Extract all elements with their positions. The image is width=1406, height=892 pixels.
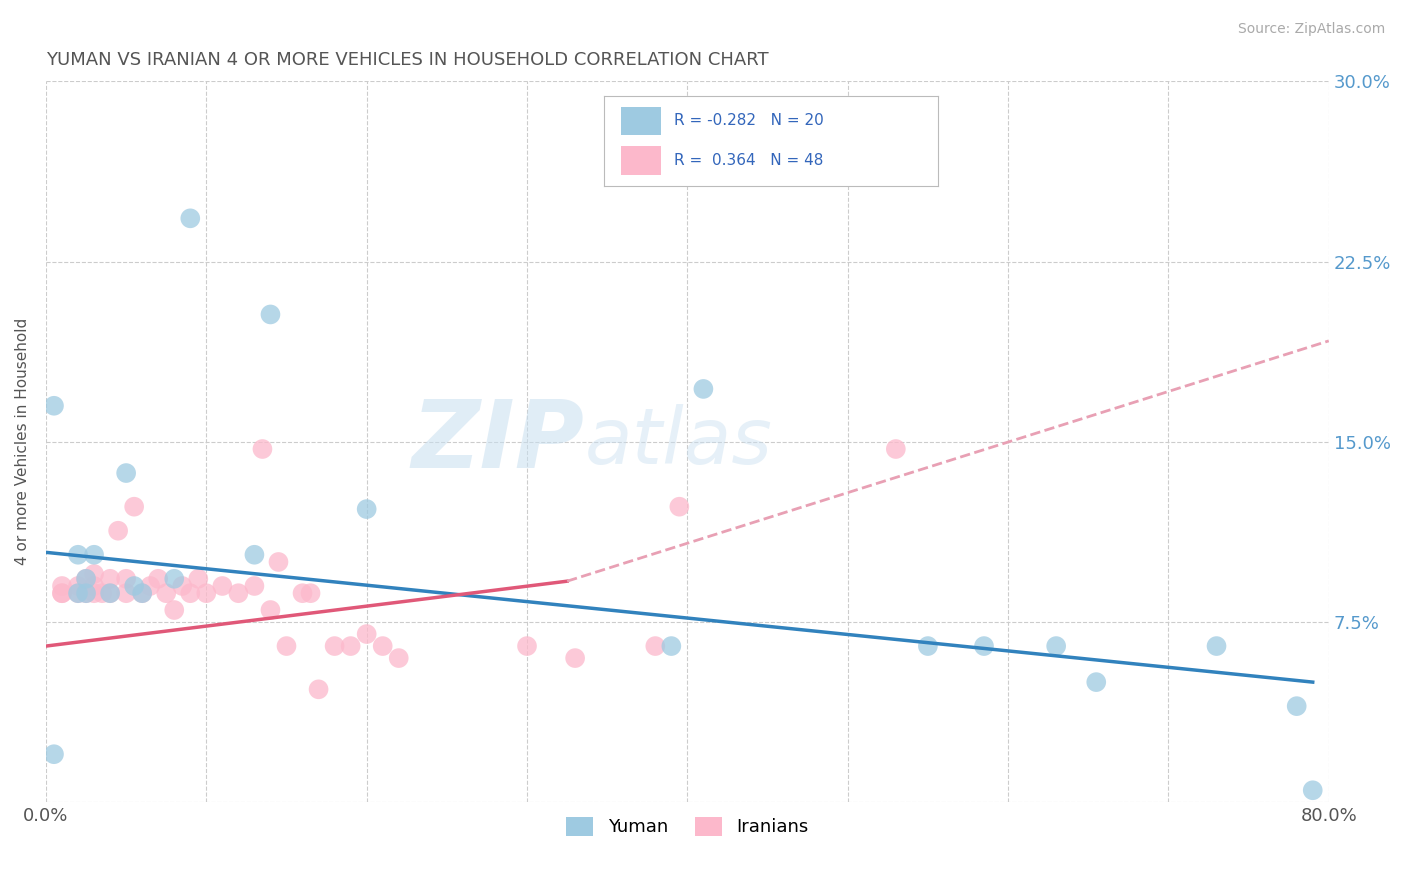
Point — [139, 579, 162, 593]
Point — [75, 586, 97, 600]
Point — [67, 548, 90, 562]
Point — [98, 572, 121, 586]
Point — [51, 586, 73, 600]
Point — [51, 586, 73, 600]
Point — [42, 747, 65, 762]
Point — [1285, 699, 1308, 714]
Point — [211, 579, 233, 593]
Point — [115, 466, 138, 480]
Point — [163, 603, 186, 617]
Text: atlas: atlas — [585, 404, 773, 480]
Point — [107, 524, 129, 538]
Point — [67, 579, 90, 593]
Point — [67, 586, 90, 600]
Point — [388, 651, 411, 665]
Point — [51, 579, 73, 593]
Point — [323, 639, 346, 653]
Point — [91, 586, 114, 600]
Point — [163, 572, 186, 586]
Point — [131, 586, 153, 600]
Point — [339, 639, 361, 653]
Point — [676, 139, 699, 153]
Point — [259, 603, 281, 617]
Point — [252, 442, 274, 456]
Point — [564, 651, 586, 665]
Text: Source: ZipAtlas.com: Source: ZipAtlas.com — [1237, 22, 1385, 37]
Y-axis label: 4 or more Vehicles in Household: 4 or more Vehicles in Household — [15, 318, 30, 566]
Point — [155, 586, 177, 600]
Point — [179, 586, 201, 600]
Point — [371, 639, 394, 653]
Point — [131, 586, 153, 600]
Point — [1045, 639, 1067, 653]
Point — [122, 579, 145, 593]
Point — [75, 572, 97, 586]
Point — [356, 502, 378, 516]
Point — [42, 399, 65, 413]
Legend: Yuman, Iranians: Yuman, Iranians — [558, 810, 815, 844]
Point — [1085, 675, 1108, 690]
Point — [917, 639, 939, 653]
Point — [187, 572, 209, 586]
Point — [83, 586, 105, 600]
Point — [83, 566, 105, 581]
Point — [172, 579, 194, 593]
Point — [115, 586, 138, 600]
Point — [148, 572, 170, 586]
Point — [98, 586, 121, 600]
Point — [659, 639, 682, 653]
Point — [228, 586, 250, 600]
Point — [179, 211, 201, 226]
Point — [299, 586, 322, 600]
Point — [67, 586, 90, 600]
Text: YUMAN VS IRANIAN 4 OR MORE VEHICLES IN HOUSEHOLD CORRELATION CHART: YUMAN VS IRANIAN 4 OR MORE VEHICLES IN H… — [46, 51, 769, 69]
Point — [75, 572, 97, 586]
Text: ZIP: ZIP — [412, 396, 585, 488]
Point — [98, 586, 121, 600]
Point — [122, 500, 145, 514]
Point — [259, 308, 281, 322]
Point — [356, 627, 378, 641]
Point — [668, 500, 690, 514]
Point — [267, 555, 290, 569]
Point — [195, 586, 218, 600]
Point — [291, 586, 314, 600]
Point — [276, 639, 298, 653]
Point — [308, 682, 330, 697]
Point — [75, 586, 97, 600]
Point — [516, 639, 538, 653]
Point — [243, 548, 266, 562]
Point — [243, 579, 266, 593]
Point — [692, 382, 714, 396]
Point — [644, 639, 666, 653]
Point — [1302, 783, 1324, 797]
Point — [83, 579, 105, 593]
Point — [973, 639, 995, 653]
Point — [115, 572, 138, 586]
Point — [884, 442, 907, 456]
Point — [1205, 639, 1227, 653]
Point — [83, 548, 105, 562]
